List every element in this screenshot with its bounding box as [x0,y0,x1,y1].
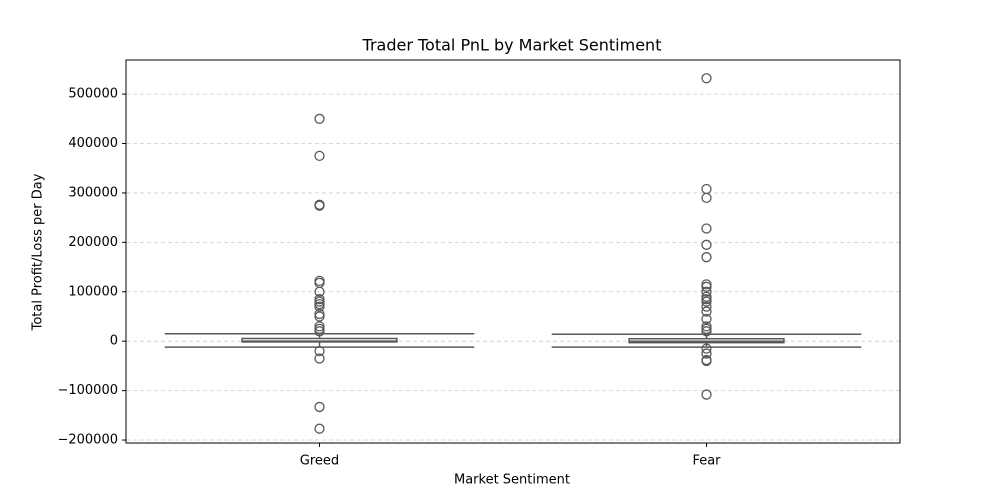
y-tick-label: 500000 [68,87,118,102]
outlier [701,348,712,359]
outlier [701,281,712,292]
y-tick-label: 100000 [68,284,118,299]
outlier [314,311,325,322]
outlier [701,343,712,354]
outlier [314,113,325,124]
outlier [701,355,712,367]
outlier [314,345,325,357]
y-tick-label: 300000 [68,185,118,200]
outlier [701,223,712,234]
outlier [314,150,325,162]
y-tick-label: 0 [110,334,118,349]
y-tick-label: 200000 [68,235,118,250]
outlier [701,286,712,297]
outlier [701,306,712,317]
x-tick-label: Greed [300,454,339,469]
y-tick-label: −200000 [57,433,118,448]
x-tick-label: Fear [692,454,721,469]
outlier [701,389,712,400]
y-axis-label: Total Profit/Loss per Day [31,173,46,331]
y-tick-label: 400000 [68,136,118,151]
outlier [314,353,325,364]
outlier [701,252,712,263]
box [241,337,398,343]
outlier [314,326,325,337]
outlier [701,313,712,325]
outlier [701,239,712,250]
outlier [701,183,712,195]
outlier [701,301,712,312]
outlier [314,423,325,434]
outlier [701,296,712,307]
chart-title: Trader Total PnL by Market Sentiment [362,36,662,55]
outlier [701,73,712,84]
outlier [701,192,712,204]
outlier [314,200,325,211]
outlier [314,301,325,312]
x-axis-label: Market Sentiment [454,473,570,488]
outlier [701,326,712,337]
y-tick-label: −100000 [57,383,118,398]
outlier [314,401,325,413]
outlier [314,286,325,297]
plot-frame [125,59,901,444]
